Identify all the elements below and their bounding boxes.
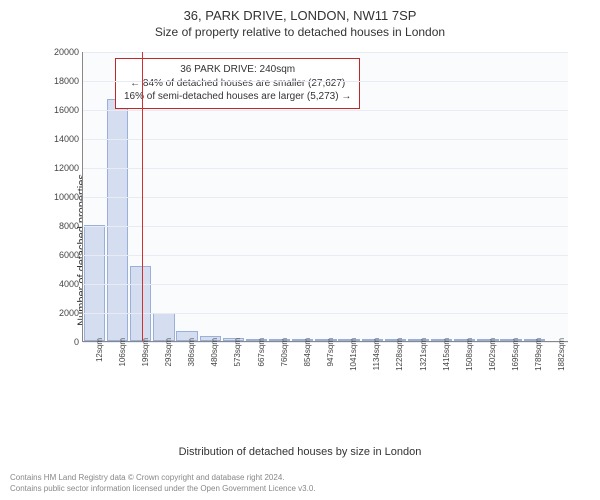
x-tick-label: 1882sqm [557, 338, 566, 371]
x-tick-label: 386sqm [187, 338, 196, 366]
x-tick-label: 1508sqm [465, 338, 474, 371]
x-tick-label: 1321sqm [419, 338, 428, 371]
x-tick-label: 480sqm [210, 338, 219, 366]
gridline [83, 139, 568, 140]
gridline [83, 313, 568, 314]
y-tick-label: 14000 [47, 134, 79, 144]
chart-container: 36 PARK DRIVE: 240sqm ← 84% of detached … [44, 52, 574, 402]
page-title: 36, PARK DRIVE, LONDON, NW11 7SP [0, 0, 600, 23]
y-tick-label: 18000 [47, 76, 79, 86]
chart-annotation-box: 36 PARK DRIVE: 240sqm ← 84% of detached … [115, 58, 360, 109]
y-tick-label: 16000 [47, 105, 79, 115]
x-tick-label: 573sqm [233, 338, 242, 366]
x-tick-label: 1789sqm [534, 338, 543, 371]
footer-attribution: Contains HM Land Registry data © Crown c… [10, 473, 590, 494]
gridline [83, 197, 568, 198]
x-tick-label: 1041sqm [349, 338, 358, 371]
x-tick-label: 667sqm [257, 338, 266, 366]
x-axis-label: Distribution of detached houses by size … [0, 446, 600, 458]
gridline [83, 226, 568, 227]
y-tick-label: 12000 [47, 163, 79, 173]
gridline [83, 255, 568, 256]
x-tick-label: 760sqm [280, 338, 289, 366]
footer-line: Contains public sector information licen… [10, 484, 590, 494]
marker-line [142, 52, 143, 341]
x-tick-label: 1695sqm [511, 338, 520, 371]
y-tick-label: 8000 [47, 221, 79, 231]
x-tick-label: 199sqm [141, 338, 150, 366]
y-tick-label: 10000 [47, 192, 79, 202]
y-tick-label: 6000 [47, 250, 79, 260]
chart-plot-area: 36 PARK DRIVE: 240sqm ← 84% of detached … [82, 52, 568, 342]
x-tick-label: 1602sqm [488, 338, 497, 371]
x-tick-label: 854sqm [303, 338, 312, 366]
gridline [83, 284, 568, 285]
x-tick-label: 12sqm [95, 338, 104, 362]
annotation-line: 16% of semi-detached houses are larger (… [124, 90, 351, 104]
y-tick-label: 0 [47, 337, 79, 347]
gridline [83, 110, 568, 111]
annotation-line: ← 84% of detached houses are smaller (27… [124, 77, 351, 91]
gridline [83, 81, 568, 82]
gridline [83, 168, 568, 169]
y-tick-label: 20000 [47, 47, 79, 57]
x-tick-label: 106sqm [118, 338, 127, 366]
histogram-bar [153, 313, 174, 341]
gridline [83, 52, 568, 53]
y-tick-label: 2000 [47, 308, 79, 318]
histogram-bar [84, 225, 105, 341]
footer-line: Contains HM Land Registry data © Crown c… [10, 473, 590, 483]
x-tick-label: 1415sqm [442, 338, 451, 371]
x-tick-label: 1228sqm [395, 338, 404, 371]
x-tick-label: 1134sqm [372, 338, 381, 370]
y-tick-label: 4000 [47, 279, 79, 289]
annotation-line: 36 PARK DRIVE: 240sqm [124, 63, 351, 77]
x-tick-label: 293sqm [164, 338, 173, 366]
histogram-bar [130, 266, 151, 341]
page-subtitle: Size of property relative to detached ho… [0, 23, 600, 39]
x-tick-label: 947sqm [326, 338, 335, 366]
histogram-bar [107, 99, 128, 341]
